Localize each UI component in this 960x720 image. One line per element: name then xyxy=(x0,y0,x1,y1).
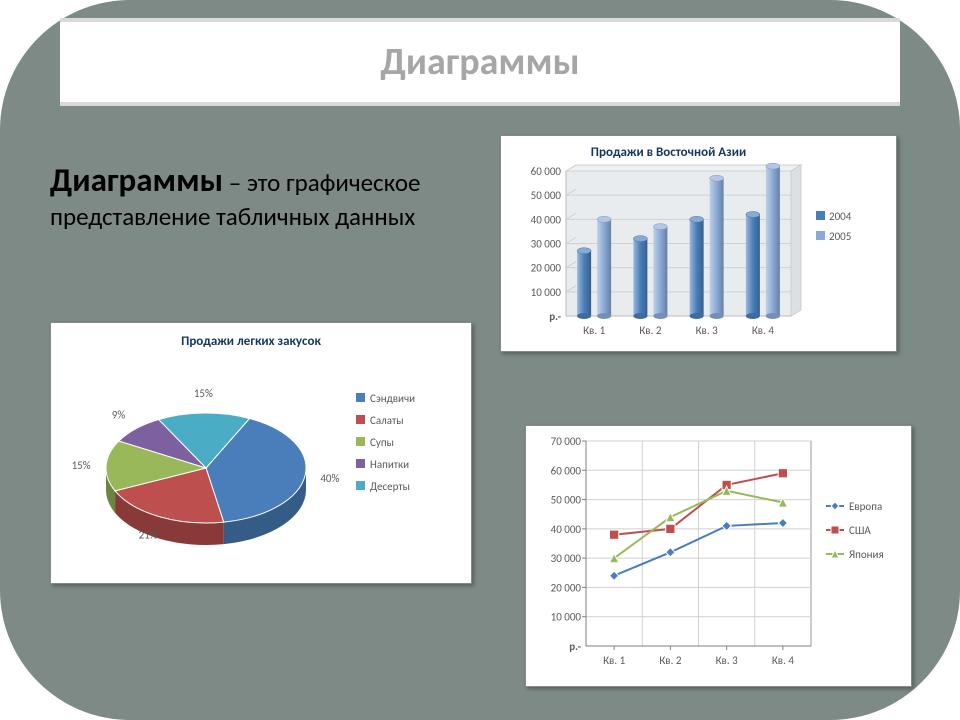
svg-text:Япония: Япония xyxy=(849,548,884,561)
svg-text:Продажи легких закусок: Продажи легких закусок xyxy=(181,334,321,349)
definition-bold: Диаграммы xyxy=(50,160,223,200)
definition-text: Диаграммы – это графическое представлени… xyxy=(50,160,480,233)
svg-text:20 000: 20 000 xyxy=(531,262,562,275)
svg-text:Сэндвичи: Сэндвичи xyxy=(370,392,415,405)
svg-text:21%: 21% xyxy=(139,528,158,541)
svg-text:2004: 2004 xyxy=(829,210,852,223)
svg-text:50 000: 50 000 xyxy=(551,494,582,507)
svg-text:Кв. 4: Кв. 4 xyxy=(752,324,775,337)
line-chart: 10 000 20 000 30 000 40 000 50 000 60 000 70 0… xyxy=(526,426,911,686)
svg-text:9%: 9% xyxy=(112,408,126,421)
svg-text:Кв. 2: Кв. 2 xyxy=(639,324,662,337)
svg-text:10 000: 10 000 xyxy=(551,611,582,624)
svg-text:70 000: 70 000 xyxy=(551,435,582,448)
pie-chart-card: Продажи легких закусок 40% 21% 15% 9% 15% Сэнд… xyxy=(50,322,472,584)
svg-text:р.-: р.- xyxy=(569,640,581,653)
svg-text:60 000: 60 000 xyxy=(551,464,582,477)
svg-text:Салаты: Салаты xyxy=(370,414,404,427)
svg-text:Кв. 4: Кв. 4 xyxy=(772,654,795,667)
svg-text:2005: 2005 xyxy=(829,230,851,243)
svg-text:40 000: 40 000 xyxy=(551,523,582,536)
svg-text:40%: 40% xyxy=(320,472,339,485)
page-title: Диаграммы xyxy=(380,39,579,85)
svg-text:60 000: 60 000 xyxy=(531,165,562,178)
svg-text:США: США xyxy=(849,524,871,537)
svg-text:Продажи в Восточной Азии: Продажи в Восточной Азии xyxy=(591,145,746,160)
svg-text:Десерты: Десерты xyxy=(370,480,410,493)
pie-chart: Продажи легких закусок 40% 21% 15% 9% 15% Сэнд… xyxy=(51,323,471,583)
svg-text:Кв. 3: Кв. 3 xyxy=(716,654,739,667)
svg-text:Супы: Супы xyxy=(370,436,394,449)
svg-text:Кв. 3: Кв. 3 xyxy=(696,324,719,337)
title-bar: Диаграммы xyxy=(60,18,900,106)
line-chart-card: 10 000 20 000 30 000 40 000 50 000 60 000 70 0… xyxy=(525,425,912,687)
svg-text:20 000: 20 000 xyxy=(551,581,582,594)
bar-chart-card: Продажи в Восточной Азии 10 000 20 000 30 0… xyxy=(500,135,897,352)
svg-text:15%: 15% xyxy=(72,459,91,472)
svg-text:15%: 15% xyxy=(194,387,213,400)
svg-text:50 000: 50 000 xyxy=(531,189,562,202)
svg-text:30 000: 30 000 xyxy=(551,552,582,565)
svg-text:10 000: 10 000 xyxy=(531,286,562,299)
svg-text:Напитки: Напитки xyxy=(370,458,409,471)
svg-text:Кв. 1: Кв. 1 xyxy=(603,654,626,667)
svg-text:30 000: 30 000 xyxy=(531,238,562,251)
slide: Диаграммы Диаграммы – это графическое пр… xyxy=(0,0,960,720)
svg-text:Кв. 1: Кв. 1 xyxy=(583,324,606,337)
svg-text:Европа: Европа xyxy=(849,500,882,513)
svg-text:Кв. 2: Кв. 2 xyxy=(659,654,682,667)
svg-text:р.-: р.- xyxy=(549,310,561,323)
bar-chart: Продажи в Восточной Азии 10 000 20 000 30 0… xyxy=(501,136,896,351)
svg-text:40 000: 40 000 xyxy=(531,213,562,226)
